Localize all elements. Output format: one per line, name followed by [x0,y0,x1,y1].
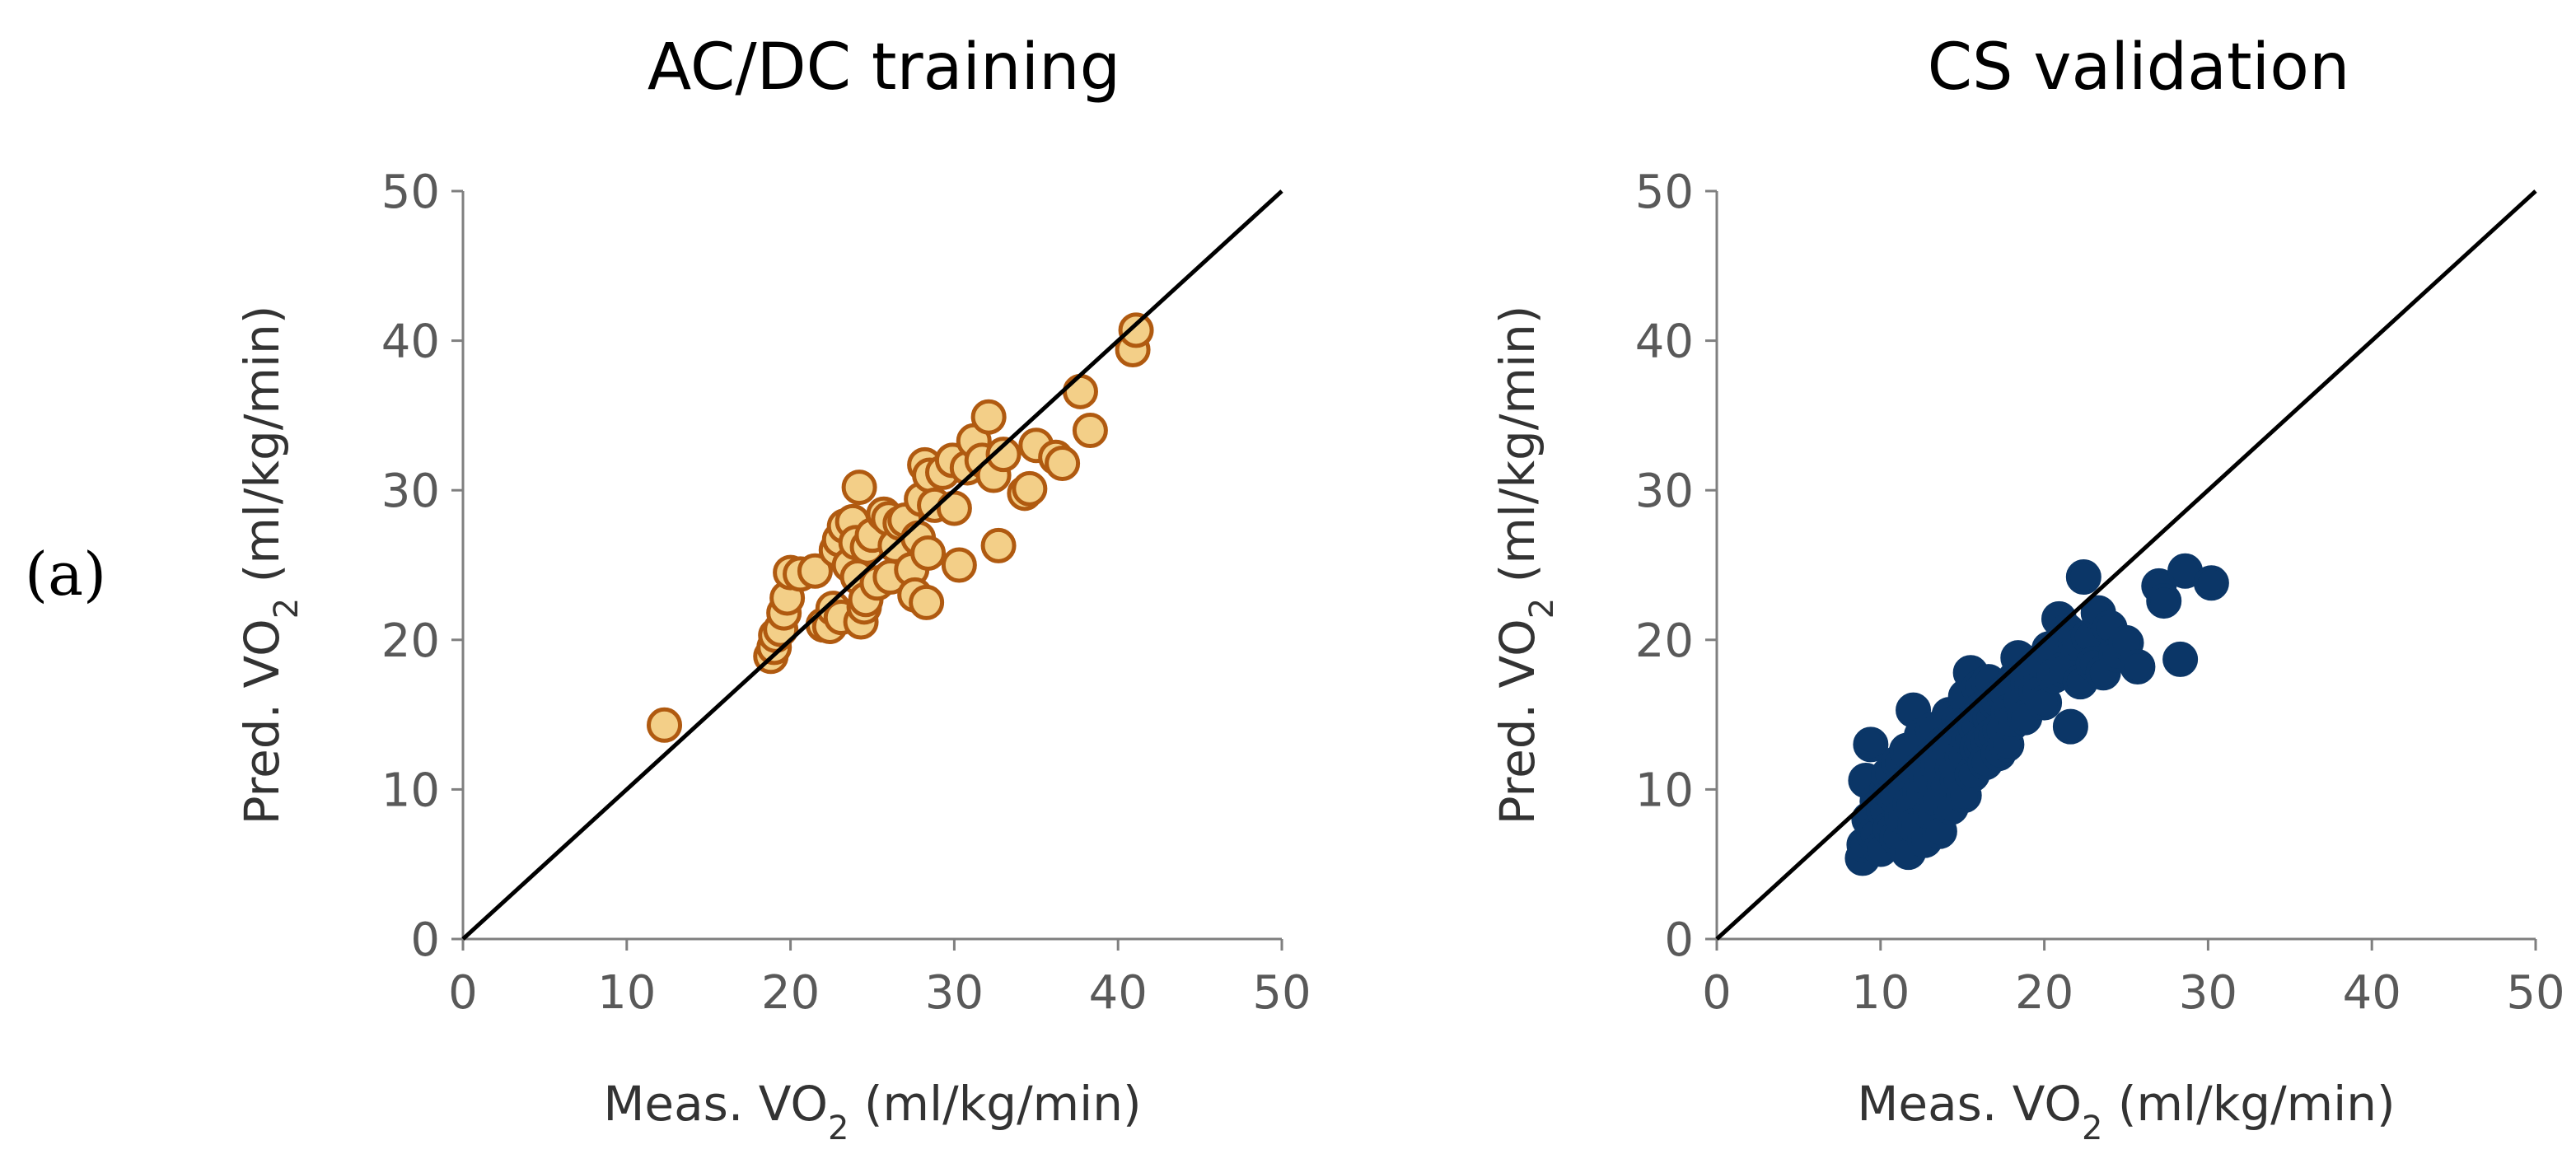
chart-acdc-training: AC/DC training 0 10 20 30 40 50 0 10 20 30 40 50 Meas… [234,30,1311,1147]
y-tick-label: 30 [1635,465,1694,518]
data-point [985,437,1022,473]
data-point [2052,708,2088,745]
x-axis-label: Meas. VO2 (ml/kg/min) [603,1076,1141,1147]
data-point [797,553,833,589]
data-point [910,535,947,571]
x-tick-label: 10 [597,966,656,1020]
x-axis-label: Meas. VO2 (ml/kg/min) [1857,1076,2395,1147]
x-tick-label: 10 [1851,966,1910,1020]
y-tick-label: 0 [1664,913,1694,967]
data-point [980,527,1017,563]
y-tick-label: 0 [410,913,440,967]
identity-line [1715,189,2537,941]
data-point [2146,583,2182,619]
data-point [2120,648,2156,684]
y-tick-label: 10 [1635,764,1694,817]
data-point [647,707,683,743]
y-tick-label: 10 [381,764,440,817]
data-point [1012,470,1048,507]
data-point [936,490,972,526]
data-point [1062,373,1098,409]
y-axis-label: Pred. VO2 (ml/kg/min) [1489,306,1561,825]
y-tick-label: 50 [1635,166,1694,219]
data-point [2193,565,2229,601]
data-point [1853,726,1889,763]
data-point [1072,413,1108,449]
panel-label: (a) [25,540,107,609]
x-tick-label: 30 [2179,966,2237,1020]
y-tick-label: 20 [381,614,440,668]
y-tick-label: 20 [1635,614,1694,668]
data-point [841,470,877,506]
x-tick-label: 40 [1089,966,1148,1020]
chart-title: CS validation [1928,30,2350,105]
identity-line [461,189,1283,941]
x-tick-label: 50 [2506,966,2564,1020]
x-tick-label: 30 [925,966,984,1020]
data-point [1045,446,1081,482]
y-tick-label: 40 [1635,315,1694,369]
data-point [909,584,945,620]
x-tick-label: 0 [448,966,478,1020]
data-point [1118,312,1154,348]
y-tick-label: 40 [381,315,440,369]
data-point [2065,559,2101,596]
data-point [941,547,977,583]
data-point [2162,641,2199,677]
x-tick-label: 20 [2015,966,2073,1020]
x-tick-label: 0 [1702,966,1732,1020]
y-axis-label: Pred. VO2 (ml/kg/min) [234,306,306,825]
x-tick-label: 50 [1252,966,1311,1020]
chart-title: AC/DC training [648,30,1120,105]
y-tick-label: 50 [381,166,440,219]
y-tick-label: 30 [381,465,440,518]
chart-cs-validation: CS validation 0 10 20 30 40 50 0 10 20 30 40 50 Meas.… [1489,30,2565,1147]
x-tick-label: 40 [2343,966,2401,1020]
data-point [970,399,1007,435]
x-tick-label: 20 [761,966,820,1020]
